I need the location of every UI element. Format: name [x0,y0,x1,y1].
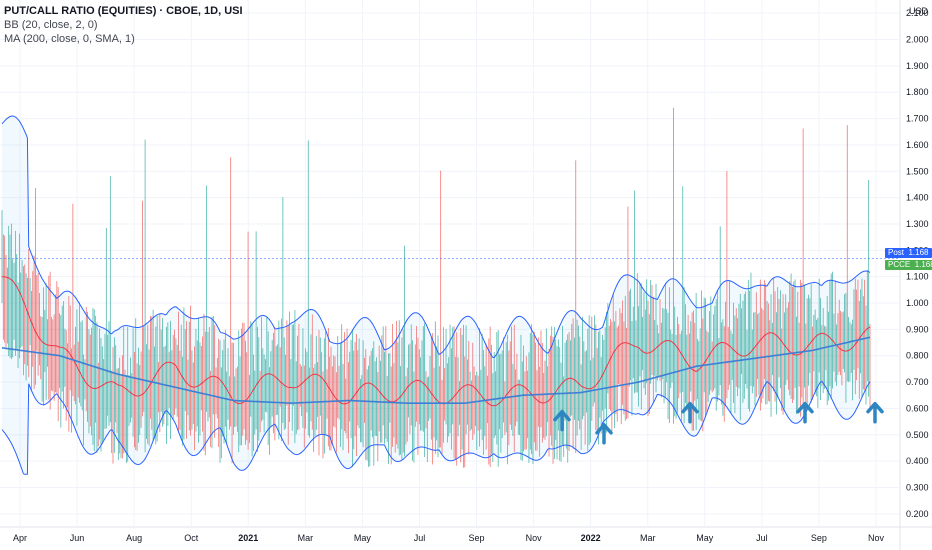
arrow-up-icon [796,401,814,424]
time-axis-label: Mar [640,533,656,543]
price-axis-tick: 1.900 [906,61,929,71]
time-axis-label: Nov [868,533,885,543]
legend-title: PUT/CALL RATIO (EQUITIES) · CBOE, 1D, US… [4,5,243,17]
price-axis-tick: 2.100 [906,8,929,18]
time-axis-label: Jul [414,533,426,543]
price-axis-tick: 1.800 [906,87,929,97]
pcce-price-tag: PCCE 1.168 [885,259,932,270]
price-axis-tick: 1.700 [906,114,929,124]
price-axis-tick: 0.600 [906,403,929,413]
pcce-tag-label: PCCE [888,259,911,269]
legend: PUT/CALL RATIO (EQUITIES) · CBOE, 1D, US… [4,4,243,46]
time-axis-label: May [354,533,372,543]
price-axis-tick: 2.000 [906,35,929,45]
bb-fill [2,116,870,475]
price-axis-tick: 1.500 [906,166,929,176]
time-axis-label: Sep [469,533,485,543]
price-axis-tick: 0.400 [906,456,929,466]
bb-basis-line [1,276,871,407]
arrow-up-icon [866,401,884,424]
time-axis-label: Oct [184,533,199,543]
price-axis-tick: 0.300 [906,482,929,492]
time-axis-label: Sep [811,533,827,543]
price-axis-tick: 0.800 [906,351,929,361]
time-axis-label: Mar [298,533,314,543]
price-axis-tick: 1.000 [906,298,929,308]
price-axis-tick: 0.500 [906,430,929,440]
legend-bb[interactable]: BB (20, close, 2, 0) [4,19,98,31]
bb-lower-line [1,380,871,475]
time-axis-label: Jul [756,533,768,543]
post-price-tag: Post 1.168 [885,247,932,258]
arrow-up-icon [595,423,613,445]
price-axis-tick: 1.300 [906,219,929,229]
price-axis-currency: USD [909,6,929,16]
legend-ma[interactable]: MA (200, close, 0, SMA, 1) [4,33,135,45]
arrow-up-icon [553,409,571,432]
price-axis-tick: 0.200 [906,509,929,519]
ma-line [1,336,871,405]
bb-upper-line [1,115,871,359]
time-axis-label: Apr [13,533,27,543]
time-axis-label: Jun [70,533,85,543]
time-axis-label: Aug [126,533,142,543]
time-axis-label: May [696,533,714,543]
post-tag-label: Post [888,247,905,257]
price-axis-tick: 1.600 [906,140,929,150]
price-axis-tick: 1.400 [906,193,929,203]
price-axis-tick: 0.700 [906,377,929,387]
post-tag-value: 1.168 [908,247,929,257]
price-axis-tick: 0.900 [906,324,929,334]
pcce-tag-value: 1.168 [914,259,932,269]
time-axis-label: 2021 [238,533,258,543]
time-axis-label: Nov [526,533,543,543]
time-axis-label: 2022 [581,533,601,543]
arrow-up-icon [681,401,699,424]
price-axis-tick: 1.100 [906,272,929,282]
